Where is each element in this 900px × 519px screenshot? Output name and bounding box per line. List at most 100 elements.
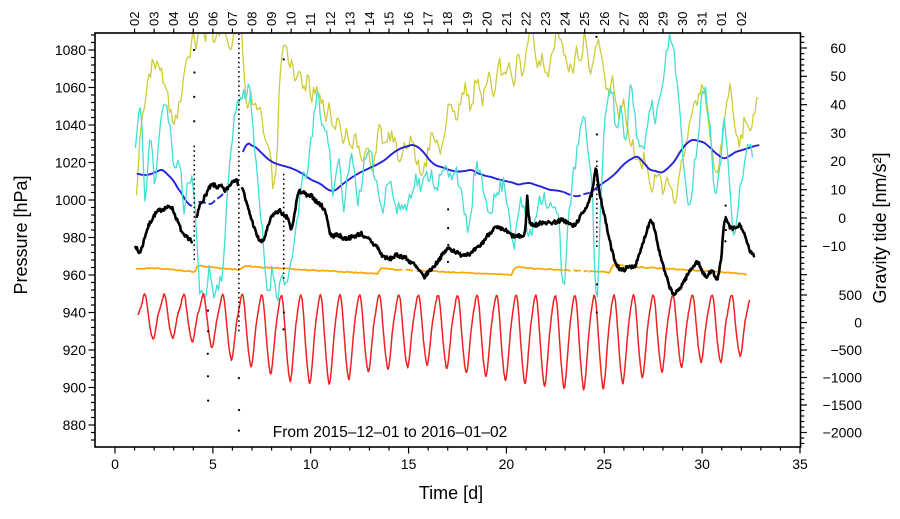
svg-text:0: 0 [838, 210, 846, 226]
spike-dot [206, 375, 210, 378]
svg-text:25: 25 [577, 12, 592, 26]
svg-text:−1500: −1500 [823, 397, 863, 413]
svg-text:5: 5 [209, 456, 217, 472]
spike-dot [193, 120, 196, 123]
series-orange-baseline [394, 268, 417, 272]
spike-dot [237, 377, 240, 380]
svg-text:0: 0 [854, 314, 862, 330]
svg-text:31: 31 [695, 12, 710, 26]
svg-text:1020: 1020 [55, 154, 86, 170]
svg-text:900: 900 [63, 379, 87, 395]
svg-text:−2000: −2000 [823, 424, 863, 440]
svg-text:960: 960 [63, 267, 87, 283]
svg-text:14: 14 [362, 12, 377, 26]
svg-text:07: 07 [225, 12, 240, 26]
series-black-pressure [195, 178, 240, 219]
svg-text:−10: −10 [822, 238, 846, 254]
svg-text:980: 980 [63, 229, 87, 245]
svg-text:15: 15 [401, 456, 417, 472]
svg-text:26: 26 [597, 12, 612, 26]
svg-text:02: 02 [734, 12, 749, 26]
svg-text:23: 23 [538, 12, 553, 26]
svg-text:50: 50 [830, 68, 846, 84]
svg-text:03: 03 [147, 12, 162, 26]
spike-dot [446, 260, 450, 263]
spike-dot [447, 227, 450, 230]
svg-text:28: 28 [636, 12, 651, 26]
svg-text:880: 880 [63, 417, 87, 433]
svg-text:25: 25 [596, 456, 612, 472]
svg-text:940: 940 [63, 304, 87, 320]
svg-text:21: 21 [499, 12, 514, 26]
svg-text:16: 16 [401, 12, 416, 26]
spike-dot [192, 48, 196, 52]
svg-text:22: 22 [518, 12, 533, 26]
svg-text:27: 27 [616, 12, 631, 26]
spike-dot [207, 399, 210, 402]
svg-text:29: 29 [655, 12, 670, 26]
date-range-annotation: From 2015–12–01 to 2016–01–02 [272, 424, 508, 441]
svg-text:02: 02 [127, 12, 142, 26]
spike-dot [282, 311, 286, 314]
svg-text:12: 12 [323, 12, 338, 26]
spike-dot [447, 243, 450, 247]
spike-dot [207, 330, 210, 333]
series-layer [134, 28, 760, 432]
spike-dot [724, 240, 727, 243]
svg-text:20: 20 [499, 456, 515, 472]
svg-text:18: 18 [440, 12, 455, 26]
y-axis-label-right: Gravity tide [nm/s²] [870, 152, 890, 304]
svg-text:08: 08 [244, 12, 259, 26]
svg-text:40: 40 [830, 96, 846, 112]
svg-text:10: 10 [303, 456, 319, 472]
spike-dot [237, 429, 240, 432]
series-cyan-noisy [134, 34, 754, 301]
svg-text:20: 20 [479, 12, 494, 26]
svg-text:17: 17 [421, 12, 436, 26]
spike-dot [206, 309, 210, 312]
svg-text:1040: 1040 [55, 117, 86, 133]
y-axis-label-left: Pressure [hPa] [11, 175, 31, 295]
series-orange-baseline [416, 265, 564, 277]
svg-text:06: 06 [205, 12, 220, 26]
spike-dot [595, 311, 598, 314]
svg-text:500: 500 [839, 287, 863, 303]
series-black-pressure [240, 167, 756, 297]
spike-dot [206, 352, 209, 355]
svg-text:15: 15 [381, 12, 396, 26]
spike-dot [282, 328, 285, 331]
series-orange-baseline [563, 268, 589, 273]
svg-text:04: 04 [166, 12, 181, 26]
svg-text:10: 10 [830, 181, 846, 197]
spike-dot [237, 408, 241, 412]
svg-text:920: 920 [63, 342, 87, 358]
series-blue-smooth [563, 191, 590, 198]
spike-dot [282, 58, 285, 61]
series-yellow-noisy [135, 34, 759, 205]
svg-text:1080: 1080 [55, 42, 86, 58]
series-orange-baseline [135, 264, 396, 275]
svg-text:13: 13 [342, 12, 357, 26]
spike-dot [447, 208, 450, 211]
svg-text:24: 24 [558, 12, 573, 26]
svg-text:35: 35 [792, 456, 808, 472]
svg-text:10: 10 [284, 12, 299, 26]
spike-dot [238, 28, 240, 30]
svg-text:1060: 1060 [55, 79, 86, 95]
spike-dot [595, 35, 598, 38]
spike-dot [724, 204, 727, 207]
plot-frame [94, 32, 802, 448]
spike-dot [595, 283, 599, 286]
svg-text:−500: −500 [830, 342, 862, 358]
svg-text:30: 30 [675, 12, 690, 26]
svg-text:19: 19 [460, 12, 475, 26]
spike-dot [193, 95, 196, 98]
svg-text:30: 30 [694, 456, 710, 472]
svg-text:01: 01 [714, 12, 729, 26]
svg-text:11: 11 [303, 13, 318, 27]
svg-text:60: 60 [830, 40, 846, 56]
svg-text:20: 20 [830, 153, 846, 169]
